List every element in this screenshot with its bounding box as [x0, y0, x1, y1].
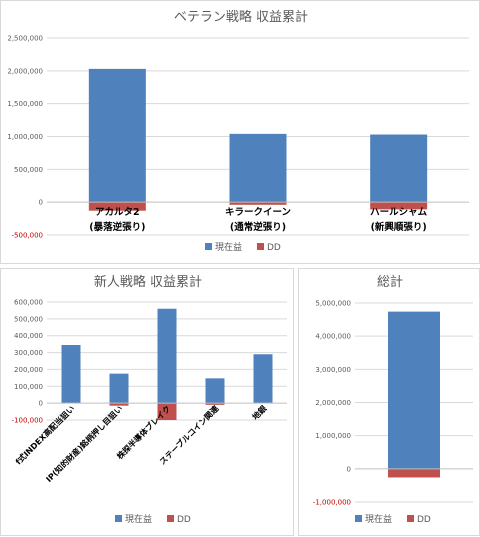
- y-tick-label: 600,000: [14, 299, 43, 307]
- legend-label: DD: [267, 243, 281, 253]
- x-category-label: ハールシャム: [370, 207, 428, 218]
- bar-profit-2: [370, 134, 428, 203]
- y-tick-label: 300,000: [14, 349, 43, 357]
- x-category-label: IP(知的財産)銘柄押し目狙い: [44, 403, 125, 484]
- y-tick-label: 100,000: [14, 383, 43, 391]
- y-tick-label: 500,000: [14, 166, 43, 174]
- bar-dd-1: [229, 202, 287, 205]
- chart-panel-veteran: ベテラン戦略 収益累計 -500,000 0 500,000 1,000,000 1,50…: [0, 0, 480, 264]
- bar-profit-2: [157, 308, 177, 404]
- bar-profit-3: [205, 378, 225, 404]
- y-tick-label: -500,000: [12, 232, 43, 240]
- chart-panel-newcomer: 新人戦略 収益累計 -100,000 0 100,000 200,000 300,000 4…: [0, 268, 294, 536]
- bar-dd-0: [88, 202, 146, 211]
- legend-label: DD: [177, 515, 191, 525]
- bar-dd-0: [388, 468, 440, 478]
- chart-title: 総計: [377, 274, 403, 290]
- bar-profit-0: [61, 344, 81, 404]
- legend-label: 現在益: [215, 241, 242, 253]
- legend-swatch-profit: [355, 515, 362, 522]
- x-category-label: (新興順張り): [371, 221, 427, 233]
- y-tick-label: 0: [347, 465, 351, 473]
- y-tick-label: 200,000: [14, 366, 43, 374]
- chart-panel-total: 総計 -1,000,000 0 1,000,000 2,000,000 3,000,000…: [298, 268, 480, 536]
- y-tick-label: 4,000,000: [315, 333, 351, 341]
- chart-veteran: ベテラン戦略 収益累計 -500,000 0 500,000 1,000,000 1,50…: [7, 9, 469, 253]
- x-category-label: (通常逆張り): [230, 221, 286, 233]
- y-tick-label: 2,000,000: [315, 399, 351, 407]
- bar-profit-0: [88, 68, 146, 203]
- y-tick-label: 3,000,000: [315, 366, 351, 374]
- y-tick-label: 500,000: [14, 315, 43, 323]
- y-tick-label: -100,000: [12, 417, 43, 425]
- legend-swatch-profit: [205, 243, 212, 250]
- bar-profit-1: [229, 133, 287, 203]
- legend-label: 現在益: [125, 513, 152, 525]
- y-tick-label: 2,000,000: [7, 67, 43, 75]
- y-tick-label: 1,000,000: [315, 432, 351, 440]
- bar-profit-0: [388, 311, 440, 469]
- x-category-label: キラークイーン: [225, 207, 291, 218]
- bar-profit-1: [109, 373, 129, 404]
- x-category-label: 地銀: [250, 403, 268, 421]
- x-category-label: アカルタ2: [95, 206, 140, 218]
- bar-dd-2: [370, 202, 428, 210]
- x-category-label: 株探半導体ブレイク: [115, 403, 173, 461]
- bar-dd-1: [109, 403, 129, 406]
- chart-title: ベテラン戦略 収益累計: [174, 9, 308, 25]
- legend-swatch-profit: [115, 515, 122, 522]
- y-tick-label: 2,500,000: [7, 35, 43, 43]
- bar-dd-3: [205, 403, 225, 405]
- bar-profit-4: [253, 354, 273, 404]
- legend-label: DD: [417, 515, 431, 525]
- chart-newcomer: 新人戦略 収益累計 -100,000 0 100,000 200,000 300,000 4…: [12, 274, 287, 525]
- y-tick-label: 1,000,000: [7, 133, 43, 141]
- legend-label: 現在益: [365, 513, 392, 525]
- y-tick-label: 0: [39, 400, 43, 408]
- chart-total: 総計 -1,000,000 0 1,000,000 2,000,000 3,000,000…: [313, 274, 473, 525]
- y-tick-label: 1,500,000: [7, 100, 43, 108]
- legend-swatch-dd: [407, 515, 414, 522]
- bar-dd-2: [157, 403, 177, 420]
- y-tick-label: -1,000,000: [313, 499, 351, 507]
- y-tick-label: 5,000,000: [315, 300, 351, 308]
- legend-swatch-dd: [167, 515, 174, 522]
- y-tick-label: 0: [39, 199, 43, 207]
- legend-swatch-dd: [257, 243, 264, 250]
- y-tick-label: 400,000: [14, 332, 43, 340]
- chart-title: 新人戦略 収益累計: [94, 274, 202, 290]
- x-category-label: (暴落逆張り): [89, 221, 145, 233]
